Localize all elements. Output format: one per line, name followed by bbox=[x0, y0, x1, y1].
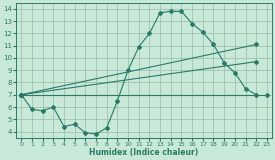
X-axis label: Humidex (Indice chaleur): Humidex (Indice chaleur) bbox=[89, 148, 199, 157]
